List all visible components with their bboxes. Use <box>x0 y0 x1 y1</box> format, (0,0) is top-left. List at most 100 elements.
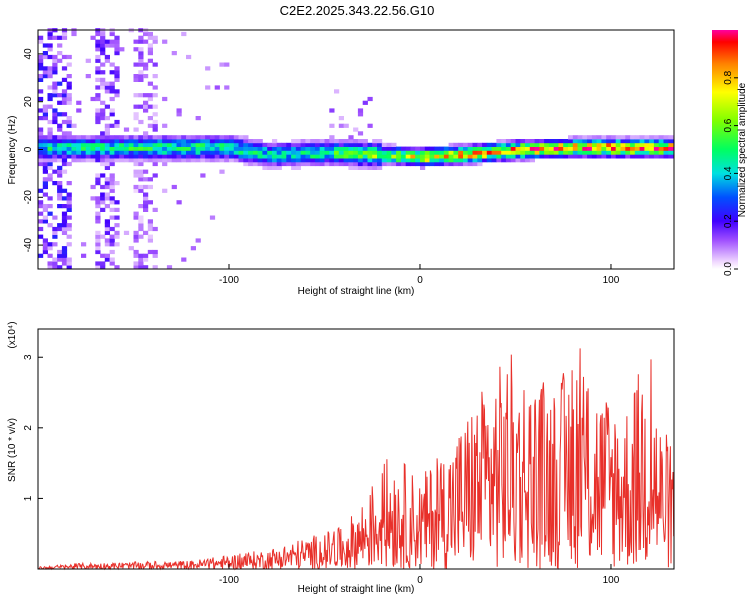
spectrogram-cell <box>529 150 535 155</box>
spectrogram-cell <box>429 150 435 155</box>
spectrogram-cell <box>57 257 63 262</box>
spectrogram-cell <box>133 173 139 178</box>
spectrogram-cell <box>95 96 101 102</box>
spectrogram-cell <box>52 230 58 235</box>
spectrogram-cell <box>410 158 416 163</box>
spectrogram-cell <box>453 154 459 159</box>
spectrogram-cell <box>458 161 464 167</box>
spectrogram-cell <box>181 146 187 151</box>
spectrogram-cell <box>477 142 483 147</box>
spectrogram-cell <box>100 135 106 140</box>
spectrogram-cell <box>143 39 149 44</box>
x-tick-label: 0 <box>417 275 423 286</box>
spectrogram-cell <box>42 215 48 220</box>
spectrogram-cell <box>434 161 440 167</box>
spectrogram-cell <box>66 74 72 79</box>
spectrogram-cell <box>420 150 426 155</box>
spectrogram-cell <box>147 238 153 243</box>
spectrogram-cell <box>152 265 158 270</box>
spectrogram-cell <box>319 158 325 163</box>
spectrogram-cell <box>128 146 134 151</box>
spectrogram-cell <box>405 150 411 155</box>
spectrogram-cell <box>61 226 68 232</box>
spectrogram-cell <box>644 135 650 140</box>
spectrogram-cell <box>429 146 435 151</box>
spectrogram-cell <box>61 158 68 163</box>
spectrogram-cell <box>353 127 359 132</box>
spectrogram-cell <box>357 165 364 170</box>
spectrogram-cell <box>563 146 569 151</box>
spectrogram-cell <box>42 43 48 48</box>
spectrogram-cell <box>71 31 77 37</box>
spectrogram-cell <box>104 196 110 201</box>
spectrogram-cell <box>257 146 263 151</box>
spectrogram-cell <box>243 139 249 144</box>
spectrogram-cell <box>95 204 101 209</box>
spectrogram-cell <box>353 161 359 167</box>
spectrogram-cell <box>572 139 578 144</box>
spectrogram-cell <box>319 142 325 147</box>
spectrogram-cell <box>314 146 321 151</box>
spectrogram-cell <box>668 142 674 147</box>
spectrogram-cell <box>152 142 158 147</box>
spectrogram-cell <box>205 66 211 71</box>
spectrogram-cell <box>52 158 58 163</box>
spectrogram-cell <box>410 146 416 151</box>
spectrogram-cell <box>162 150 168 155</box>
spectrogram-cell <box>138 177 144 182</box>
spectrogram-cell <box>85 154 91 159</box>
spectrogram-cell <box>138 51 144 56</box>
spectrogram-cell <box>95 146 101 151</box>
spectrogram-cell <box>143 200 149 205</box>
spectrogram-cell <box>128 139 134 144</box>
spectrogram-cell <box>95 150 101 155</box>
spectrogram-cell <box>453 158 459 163</box>
spectrogram-cell <box>357 161 364 167</box>
spectrogram-cell <box>76 158 82 163</box>
spectrogram-cell <box>52 261 58 266</box>
spectrogram-cell <box>100 43 106 48</box>
spectrogram-cell <box>104 81 110 86</box>
colorbar-tick-label: 0.8 <box>723 70 734 84</box>
spectrogram-cell <box>138 173 144 178</box>
spectrogram-cell <box>601 150 607 155</box>
spectrogram-cell <box>577 150 583 155</box>
spectrogram-cell <box>219 62 225 67</box>
spectrogram-cell <box>61 150 68 155</box>
spectrogram-cell <box>147 58 153 63</box>
spectrogram-cell <box>66 100 72 105</box>
spectrogram-cell <box>587 142 593 147</box>
spectrogram-cell <box>601 142 607 147</box>
spectrogram-cell <box>272 150 278 155</box>
spectrogram-cell <box>243 154 249 159</box>
spectrogram-cell <box>467 142 473 147</box>
spectrogram-cell <box>200 154 206 159</box>
spectrogram-cell <box>147 81 153 86</box>
spectrogram-cell <box>209 215 216 220</box>
spectrogram-cell <box>104 104 110 109</box>
spectrogram-cell <box>620 135 626 140</box>
spectrogram-cell <box>544 142 550 147</box>
spectrogram-cell <box>42 116 48 121</box>
spectrogram-cell <box>57 135 63 140</box>
spectrogram-cell <box>47 154 53 159</box>
spectrogram-cell <box>291 150 297 155</box>
spectrogram-cell <box>138 39 144 44</box>
spectrogram-cell <box>61 257 68 262</box>
spectrogram-cell <box>410 150 416 155</box>
spectrogram-cell <box>477 150 483 155</box>
spectrogram-cell <box>143 177 149 182</box>
spectrogram-cell <box>152 135 158 140</box>
spectrogram-cell <box>109 249 115 255</box>
spectrogram-cell <box>166 135 173 140</box>
spectrogram-cell <box>100 192 106 197</box>
spectrogram-cell <box>81 139 87 144</box>
spectrogram-cell <box>152 74 158 79</box>
spectrogram-cell <box>166 150 173 155</box>
spectrogram-cell <box>224 142 230 147</box>
spectrogram-cell <box>300 161 306 167</box>
spectrogram-cell <box>486 146 492 151</box>
spectrogram-cell <box>90 142 96 147</box>
spectrogram-cell <box>147 96 153 102</box>
spectrogram-cell <box>224 85 230 90</box>
